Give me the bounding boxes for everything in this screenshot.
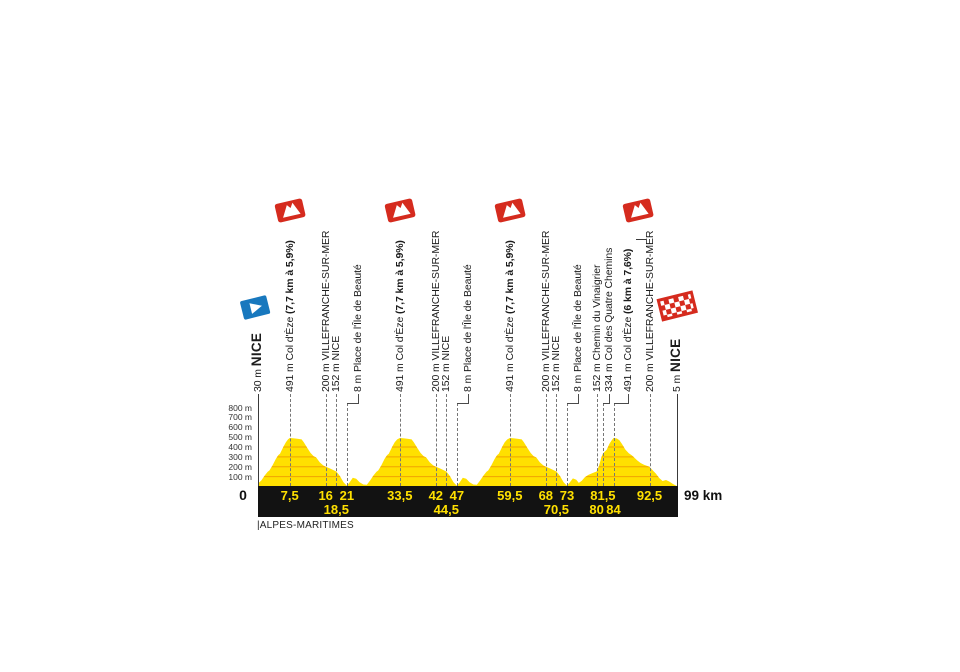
climb-icon: [273, 195, 307, 230]
distance-km-label: 59,5: [497, 487, 523, 503]
waypoint-line-dashed: [399, 394, 401, 486]
waypoint-elbow-connector: [613, 394, 629, 404]
waypoint-line-dashed: [556, 394, 558, 486]
waypoint-line-dashed: [289, 394, 291, 486]
climb-icon: [621, 195, 655, 230]
elevation-tick-label: 800 m: [228, 402, 252, 413]
elevation-tick-label: 400 m: [228, 442, 252, 452]
waypoint-elbow-connector: [567, 394, 579, 404]
waypoint-line-dashed: [435, 394, 437, 486]
distance-km-label: 44,5: [433, 501, 459, 517]
distance-km-label: 70,5: [543, 501, 570, 517]
distance-km-label: 18,5: [323, 501, 349, 517]
waypoint-elbow-connector: [456, 394, 469, 404]
elevation-tick-label: 700 m: [228, 412, 252, 423]
waypoint-line-dashed: [602, 402, 604, 486]
elevation-tick-label: 600 m: [228, 422, 252, 433]
total-distance-label: 99 km: [684, 488, 723, 503]
elevation-tick-label: 500 m: [228, 432, 252, 443]
waypoint-line-solid: [258, 394, 259, 486]
waypoint-line-dashed: [446, 394, 448, 486]
waypoint-elbow-connector: [346, 394, 359, 404]
distance-km-label: 16: [318, 487, 333, 503]
waypoint-line-dashed: [545, 394, 547, 486]
waypoint-line-dashed: [346, 402, 348, 486]
distance-km-label: 68: [538, 487, 554, 503]
elevation-tick-label: 300 m: [228, 451, 252, 462]
waypoint-line-dashed: [613, 402, 615, 486]
waypoint-line-dashed: [456, 402, 458, 486]
waypoint-line-dashed: [649, 394, 651, 486]
distance-km-label: 80: [589, 501, 604, 517]
distance-km-label: 21: [339, 487, 355, 503]
distance-km-label: 47: [449, 487, 465, 503]
region-label: |ALPES-MARITIMES: [257, 520, 354, 531]
climb-icon-connector: [635, 239, 646, 240]
distance-km-label: 92,5: [636, 487, 663, 503]
waypoint-line-dashed: [325, 394, 327, 486]
waypoint-line-dashed: [596, 394, 598, 486]
waypoint-line-solid: [677, 394, 678, 486]
distance-km-label: 81,5: [590, 487, 616, 503]
distance-km-label: 33,5: [387, 487, 413, 503]
waypoint-line-dashed: [336, 394, 338, 486]
waypoint-line-dashed: [567, 402, 568, 486]
axis-origin-label: 0: [239, 487, 247, 503]
elevation-tick-label: 200 m: [228, 461, 252, 472]
distance-km-label: 73: [559, 487, 575, 503]
distance-km-label: 7,5: [280, 487, 299, 503]
climb-icon: [383, 195, 417, 230]
distance-km-label: 84: [606, 501, 621, 517]
distance-bar: [258, 486, 678, 517]
elevation-profile: [258, 438, 677, 487]
start-flag-icon: [238, 291, 272, 328]
elevation-tick-label: 100 m: [228, 471, 252, 482]
distance-km-label: 42: [428, 487, 444, 503]
finish-flag-icon: [655, 287, 699, 328]
waypoint-elbow-connector: [602, 394, 610, 404]
waypoint-line-dashed: [509, 394, 511, 486]
climb-icon: [493, 195, 527, 230]
